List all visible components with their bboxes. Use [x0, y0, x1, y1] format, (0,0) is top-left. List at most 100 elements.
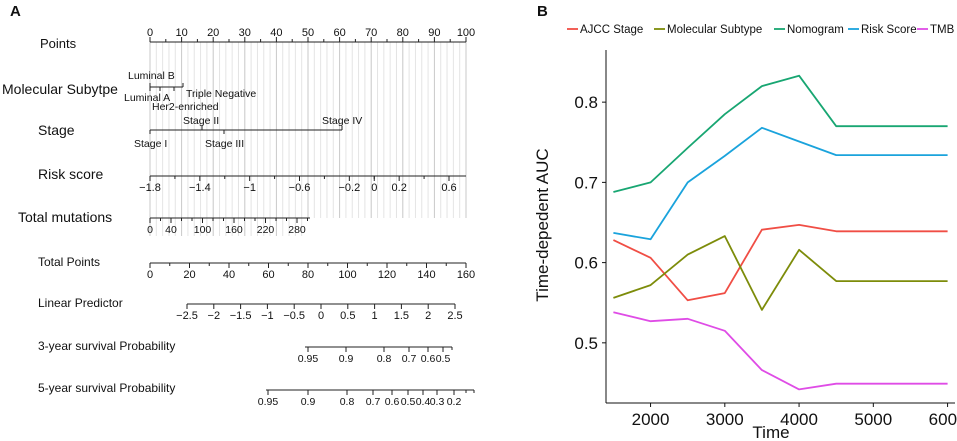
- total-points-axis: 0 20 40 60 80 100 120 140 160: [147, 262, 475, 281]
- series-line-risk-score: [613, 126, 948, 241]
- axis-tick-label: 0.5: [401, 396, 416, 408]
- axis-tick-label: 70: [365, 27, 377, 39]
- stage-iv: Stage IV: [322, 115, 362, 127]
- x-tick-label: 3000: [706, 410, 744, 429]
- axis-tick-label: 0.6: [441, 182, 456, 194]
- axis-tick-label: 20: [183, 269, 195, 281]
- axis-tick-label: −1: [261, 310, 274, 322]
- axis-tick-label: 0.7: [366, 396, 381, 408]
- x-axis-title: Time: [752, 423, 789, 441]
- row-label-stage: Stage: [38, 122, 75, 138]
- axis-tick-label: 0: [147, 224, 153, 236]
- row-label-points: Points: [40, 36, 77, 51]
- axis-tick-label: 40: [165, 224, 177, 236]
- series-line-ajcc-stage: [613, 223, 948, 302]
- legend-label: Nomogram: [787, 24, 844, 36]
- axis-tick-label: 0.8: [377, 353, 392, 365]
- axis-tick-label: 0.95: [298, 353, 319, 365]
- series-line-tmb: [613, 311, 948, 391]
- axis-tick-label: −0.6: [289, 182, 311, 194]
- axis-tick-label: 0.6: [385, 396, 400, 408]
- axis-tick-label: 0.5: [340, 310, 355, 322]
- axis-tick-label: 0.6: [421, 353, 436, 365]
- survival-5yr-axis: 0.95 0.9 0.8 0.7 0.6 0.5 0.4 0.3 0.2: [258, 389, 475, 408]
- axis-tick-label: 0.2: [392, 182, 407, 194]
- row-label-risk-score: Risk score: [38, 166, 104, 182]
- row-label-molecular-subtype: Molecular Subytpe: [2, 81, 118, 97]
- axis-tick-label: 0.8: [340, 396, 355, 408]
- axis-tick-label: 280: [288, 224, 306, 236]
- legend-label: Molecular Subtype: [667, 24, 762, 36]
- x-ticks: 2000 3000 4000 5000 6000: [632, 403, 957, 429]
- legend-label: AJCC Stage: [580, 24, 643, 36]
- axis-tick-label: −2.5: [176, 310, 198, 322]
- axis-tick-label: −1.4: [189, 182, 211, 194]
- chart-series: [613, 74, 948, 391]
- axis-tick-label: 0.9: [301, 396, 316, 408]
- total-mutations-axis: 0 40 100 160 220 280: [147, 217, 310, 236]
- axis-tick-label: 2.5: [447, 310, 462, 322]
- axis-tick-label: 160: [457, 269, 475, 281]
- axis-tick-label: 30: [239, 27, 251, 39]
- chart-legend: AJCC Stage Molecular Subtype Nomogram Risk …: [567, 24, 955, 36]
- axis-tick-label: 90: [428, 27, 440, 39]
- panel-a-label: A: [10, 3, 21, 20]
- row-label-5yr-survival: 5-year survival Probability: [38, 381, 175, 395]
- subtype-luminal-a: Luminal A: [124, 92, 170, 104]
- panel-b-label: B: [537, 3, 548, 20]
- axis-tick-label: 0.95: [258, 396, 279, 408]
- x-tick-label: 5000: [854, 410, 892, 429]
- axis-tick-label: 2: [425, 310, 431, 322]
- row-label-3yr-survival: 3-year survival Probability: [38, 339, 175, 353]
- axis-tick-label: 0.3: [430, 396, 445, 408]
- stage-ii: Stage II: [183, 115, 219, 127]
- axis-tick-label: 0.2: [447, 396, 462, 408]
- axis-tick-label: 100: [338, 269, 356, 281]
- axis-tick-label: 0.7: [402, 353, 417, 365]
- nomogram-grid: [149, 42, 467, 236]
- row-label-linear-predictor: Linear Predictor: [38, 296, 123, 310]
- axis-tick-label: 140: [417, 269, 435, 281]
- axis-tick-label: 220: [257, 224, 275, 236]
- molecular-subtype-axis: [149, 83, 184, 91]
- axis-tick-label: −1.5: [230, 310, 252, 322]
- axis-tick-label: 0.5: [436, 353, 451, 365]
- axis-tick-label: 40: [223, 269, 235, 281]
- stage-axis: [149, 126, 343, 134]
- y-tick-label: 0.6: [574, 254, 598, 273]
- auc-chart-panel: B AJCC Stage Molecular Subtype Nomogram Ris…: [533, 3, 957, 441]
- axis-tick-label: 0: [147, 27, 153, 39]
- risk-score-axis: −1.8 −1.4 −1 −0.6 −0.2 0 0.2 0.6: [139, 175, 466, 194]
- axis-tick-label: −1: [243, 182, 256, 194]
- axis-tick-label: 160: [225, 224, 243, 236]
- axis-tick-label: 10: [175, 27, 187, 39]
- axis-tick-label: 20: [207, 27, 219, 39]
- stage-iii: Stage III: [205, 138, 244, 150]
- axis-tick-label: −0.5: [283, 310, 305, 322]
- subtype-triple-negative: Triple Negative: [186, 88, 256, 100]
- axis-tick-label: 0.4: [416, 396, 431, 408]
- axis-tick-label: 1.5: [394, 310, 409, 322]
- row-label-total-points: Total Points: [38, 255, 100, 269]
- subtype-luminal-b: Luminal B: [128, 70, 175, 82]
- x-tick-label: 6000: [929, 410, 957, 429]
- legend-label: TMB: [930, 24, 955, 36]
- series-line-nomogram: [613, 74, 948, 193]
- legend-label: Risk Score: [861, 24, 917, 36]
- axis-tick-label: −0.2: [338, 182, 360, 194]
- series-line-molecular-subtype: [613, 235, 948, 311]
- linear-predictor-axis: −2.5 −2 −1.5 −1 −0.5 0 0.5 1 1.5 2 2.5: [176, 303, 463, 322]
- axis-tick-label: −1.8: [139, 182, 161, 194]
- axis-tick-label: −2: [208, 310, 221, 322]
- axis-tick-label: 0: [147, 269, 153, 281]
- points-axis: 0 10 20 30 40 50 60 70 80 90 100: [147, 27, 475, 43]
- axis-tick-label: 50: [302, 27, 314, 39]
- axis-tick-label: 0.9: [339, 353, 354, 365]
- axis-tick-label: 120: [378, 269, 396, 281]
- y-ticks: 0.5 0.6 0.7 0.8: [574, 93, 606, 353]
- axis-tick-label: 60: [333, 27, 345, 39]
- y-tick-label: 0.5: [574, 334, 598, 353]
- axis-tick-label: 0: [371, 182, 377, 194]
- row-label-total-mutations: Total mutations: [18, 209, 112, 225]
